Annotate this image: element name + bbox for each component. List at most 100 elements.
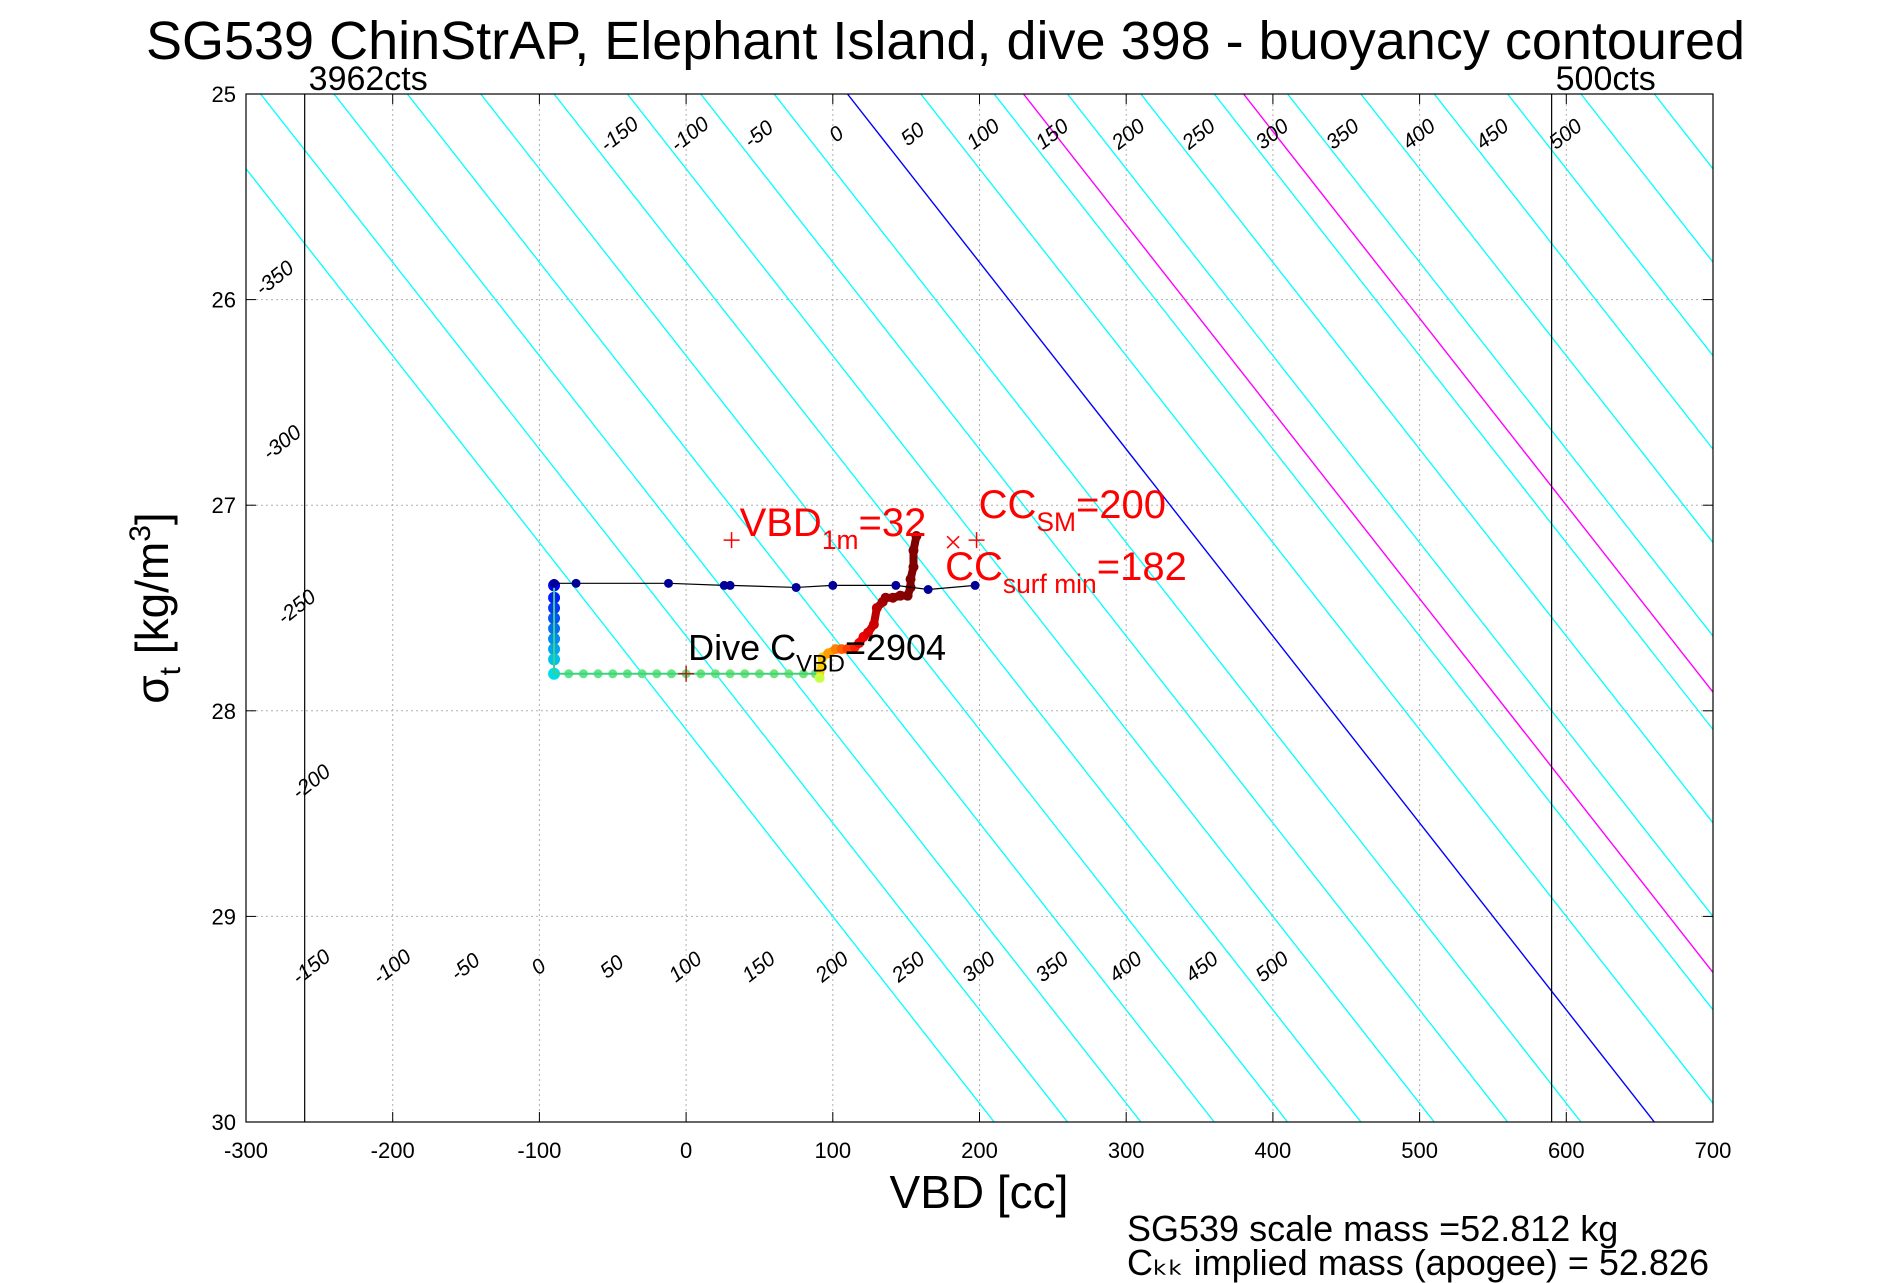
- contour-line: [1360, 94, 1713, 544]
- surface-point: [725, 580, 735, 590]
- x-tick-label: 100: [814, 1138, 851, 1163]
- contour-label-bottom: -100: [368, 945, 416, 989]
- contour-label-bottom: 50: [596, 951, 629, 984]
- climb-point: [908, 545, 919, 556]
- contour-label-bottom: 350: [1031, 947, 1073, 987]
- climb-point: [902, 590, 913, 601]
- axis-ticks: -300 -200 -100 0 100 200 300 400 500 600 700252627…: [212, 82, 1732, 1163]
- cc-sm-label: CCSM=200: [979, 483, 1166, 537]
- contour-line: [333, 94, 1142, 1122]
- x-tick-label: 200: [961, 1138, 998, 1163]
- x-tick-label: -200: [371, 1138, 415, 1163]
- x-tick-label: -300: [224, 1138, 268, 1163]
- contour-line: [920, 94, 1713, 1105]
- contour-line: [1213, 94, 1713, 731]
- dive-cvbd-label-value: =2904: [845, 627, 946, 668]
- cc-surf-min-label-sub: surf min: [1003, 569, 1097, 599]
- contour-line-magenta: [1243, 94, 1713, 694]
- contour-label-bottom: 500: [1251, 947, 1293, 987]
- contour-label-top: -100: [666, 112, 714, 156]
- axis-labels: VBD [cc] σt [kg/m3]: [124, 512, 1068, 1218]
- contour-line: [626, 94, 1435, 1122]
- contour-label-bottom: 250: [887, 947, 930, 988]
- x-tick-label: 700: [1695, 1138, 1732, 1163]
- count-limit-lines: 3962cts 500cts: [304, 60, 1656, 1122]
- contour-label-left: -300: [258, 421, 306, 465]
- contour-line: [1874, 94, 1891, 1122]
- y-axis-label-sym: σ: [126, 675, 178, 703]
- contour-label-bottom: 400: [1105, 947, 1147, 987]
- surface-point: [549, 578, 559, 588]
- contour-label-top: 400: [1398, 114, 1440, 154]
- contour-line: [1580, 94, 1713, 264]
- dive-cvbd-marker: [678, 665, 695, 682]
- contour-label-top: 150: [1031, 114, 1073, 154]
- footer-implied-mass: Cₖₖ implied mass (apogee) = 52.826: [1127, 1242, 1709, 1283]
- contour-line: [700, 94, 1509, 1122]
- contour-line: [1287, 94, 1713, 638]
- vbd-1m-label-base: VBD: [740, 501, 822, 545]
- contour-line: [480, 94, 1289, 1122]
- surface-point: [828, 580, 838, 590]
- y-axis-label-sub: t: [154, 666, 187, 675]
- contour-label-left: -350: [251, 256, 299, 300]
- climb-point: [868, 619, 879, 630]
- contour-label-bottom: 150: [738, 947, 780, 987]
- contour-label-top: 50: [897, 118, 930, 151]
- dive-paths: [548, 531, 980, 683]
- x-tick-label: 500: [1401, 1138, 1438, 1163]
- dive-cvbd-label-base: Dive C: [688, 627, 796, 668]
- contour-line: [553, 94, 1362, 1122]
- climb-point: [895, 590, 906, 601]
- y-tick-label: 29: [212, 904, 236, 929]
- cc-sm-label-sub: SM: [1036, 507, 1076, 537]
- contour-line: [246, 167, 995, 1122]
- cc-sm-label-base: CC: [979, 483, 1037, 527]
- surface-point: [663, 578, 673, 588]
- contour-label-top: 350: [1322, 114, 1364, 154]
- contour-line: [1140, 94, 1713, 824]
- x-tick-label: -100: [517, 1138, 561, 1163]
- count-limit-label: 3962cts: [309, 60, 428, 98]
- dive-cvbd-label-sub: VBD: [796, 650, 845, 677]
- climb-point: [911, 531, 922, 542]
- x-tick-label: 400: [1255, 1138, 1292, 1163]
- contour-line: [1653, 94, 1713, 170]
- contour-label-bottom: -150: [288, 945, 336, 989]
- x-tick-label: 600: [1548, 1138, 1585, 1163]
- contour-label-bottom: 0: [527, 954, 551, 980]
- surface-point: [571, 578, 581, 588]
- cc-surf-min-label-value: =182: [1097, 545, 1187, 589]
- contour-line-magenta: [1022, 94, 1713, 974]
- cc-surf-min-label-base: CC: [945, 545, 1003, 589]
- climb-point: [905, 574, 916, 585]
- contour-label-top: 300: [1251, 114, 1293, 154]
- contour-label-top: -50: [740, 116, 778, 153]
- dive-cvbd-label: Dive CVBD=2904: [688, 627, 946, 678]
- surface-point: [970, 580, 980, 590]
- y-tick-label: 30: [212, 1110, 236, 1135]
- contour-line-zero: [846, 94, 1655, 1122]
- x-tick-label: 300: [1108, 1138, 1145, 1163]
- cc-surf-min-label: CCsurf min=182: [945, 545, 1187, 599]
- contour-line: [406, 94, 1215, 1122]
- surface-point: [891, 580, 901, 590]
- climb-point: [908, 561, 919, 572]
- contour-label-bottom: 300: [958, 947, 1000, 987]
- contour-label-left: -200: [288, 760, 336, 804]
- climb-point: [823, 648, 834, 659]
- y-axis-label: σt [kg/m3]: [124, 512, 187, 703]
- vbd-1m-marker: [723, 532, 740, 549]
- contour-label-top: 100: [962, 114, 1004, 154]
- chart-title: SG539 ChinStrAP, Elephant Island, dive 3…: [145, 11, 1746, 71]
- y-tick-label: 26: [212, 288, 236, 313]
- x-tick-label: 0: [680, 1138, 692, 1163]
- cc-sm-label-value: =200: [1076, 483, 1166, 527]
- x-axis-label: VBD [cc]: [890, 1166, 1069, 1218]
- y-axis-label-sup: 3: [124, 525, 157, 542]
- y-axis-label-main: [kg/m: [126, 542, 178, 667]
- contour-label-top: 450: [1471, 114, 1513, 154]
- contour-label-bottom: 200: [811, 947, 854, 988]
